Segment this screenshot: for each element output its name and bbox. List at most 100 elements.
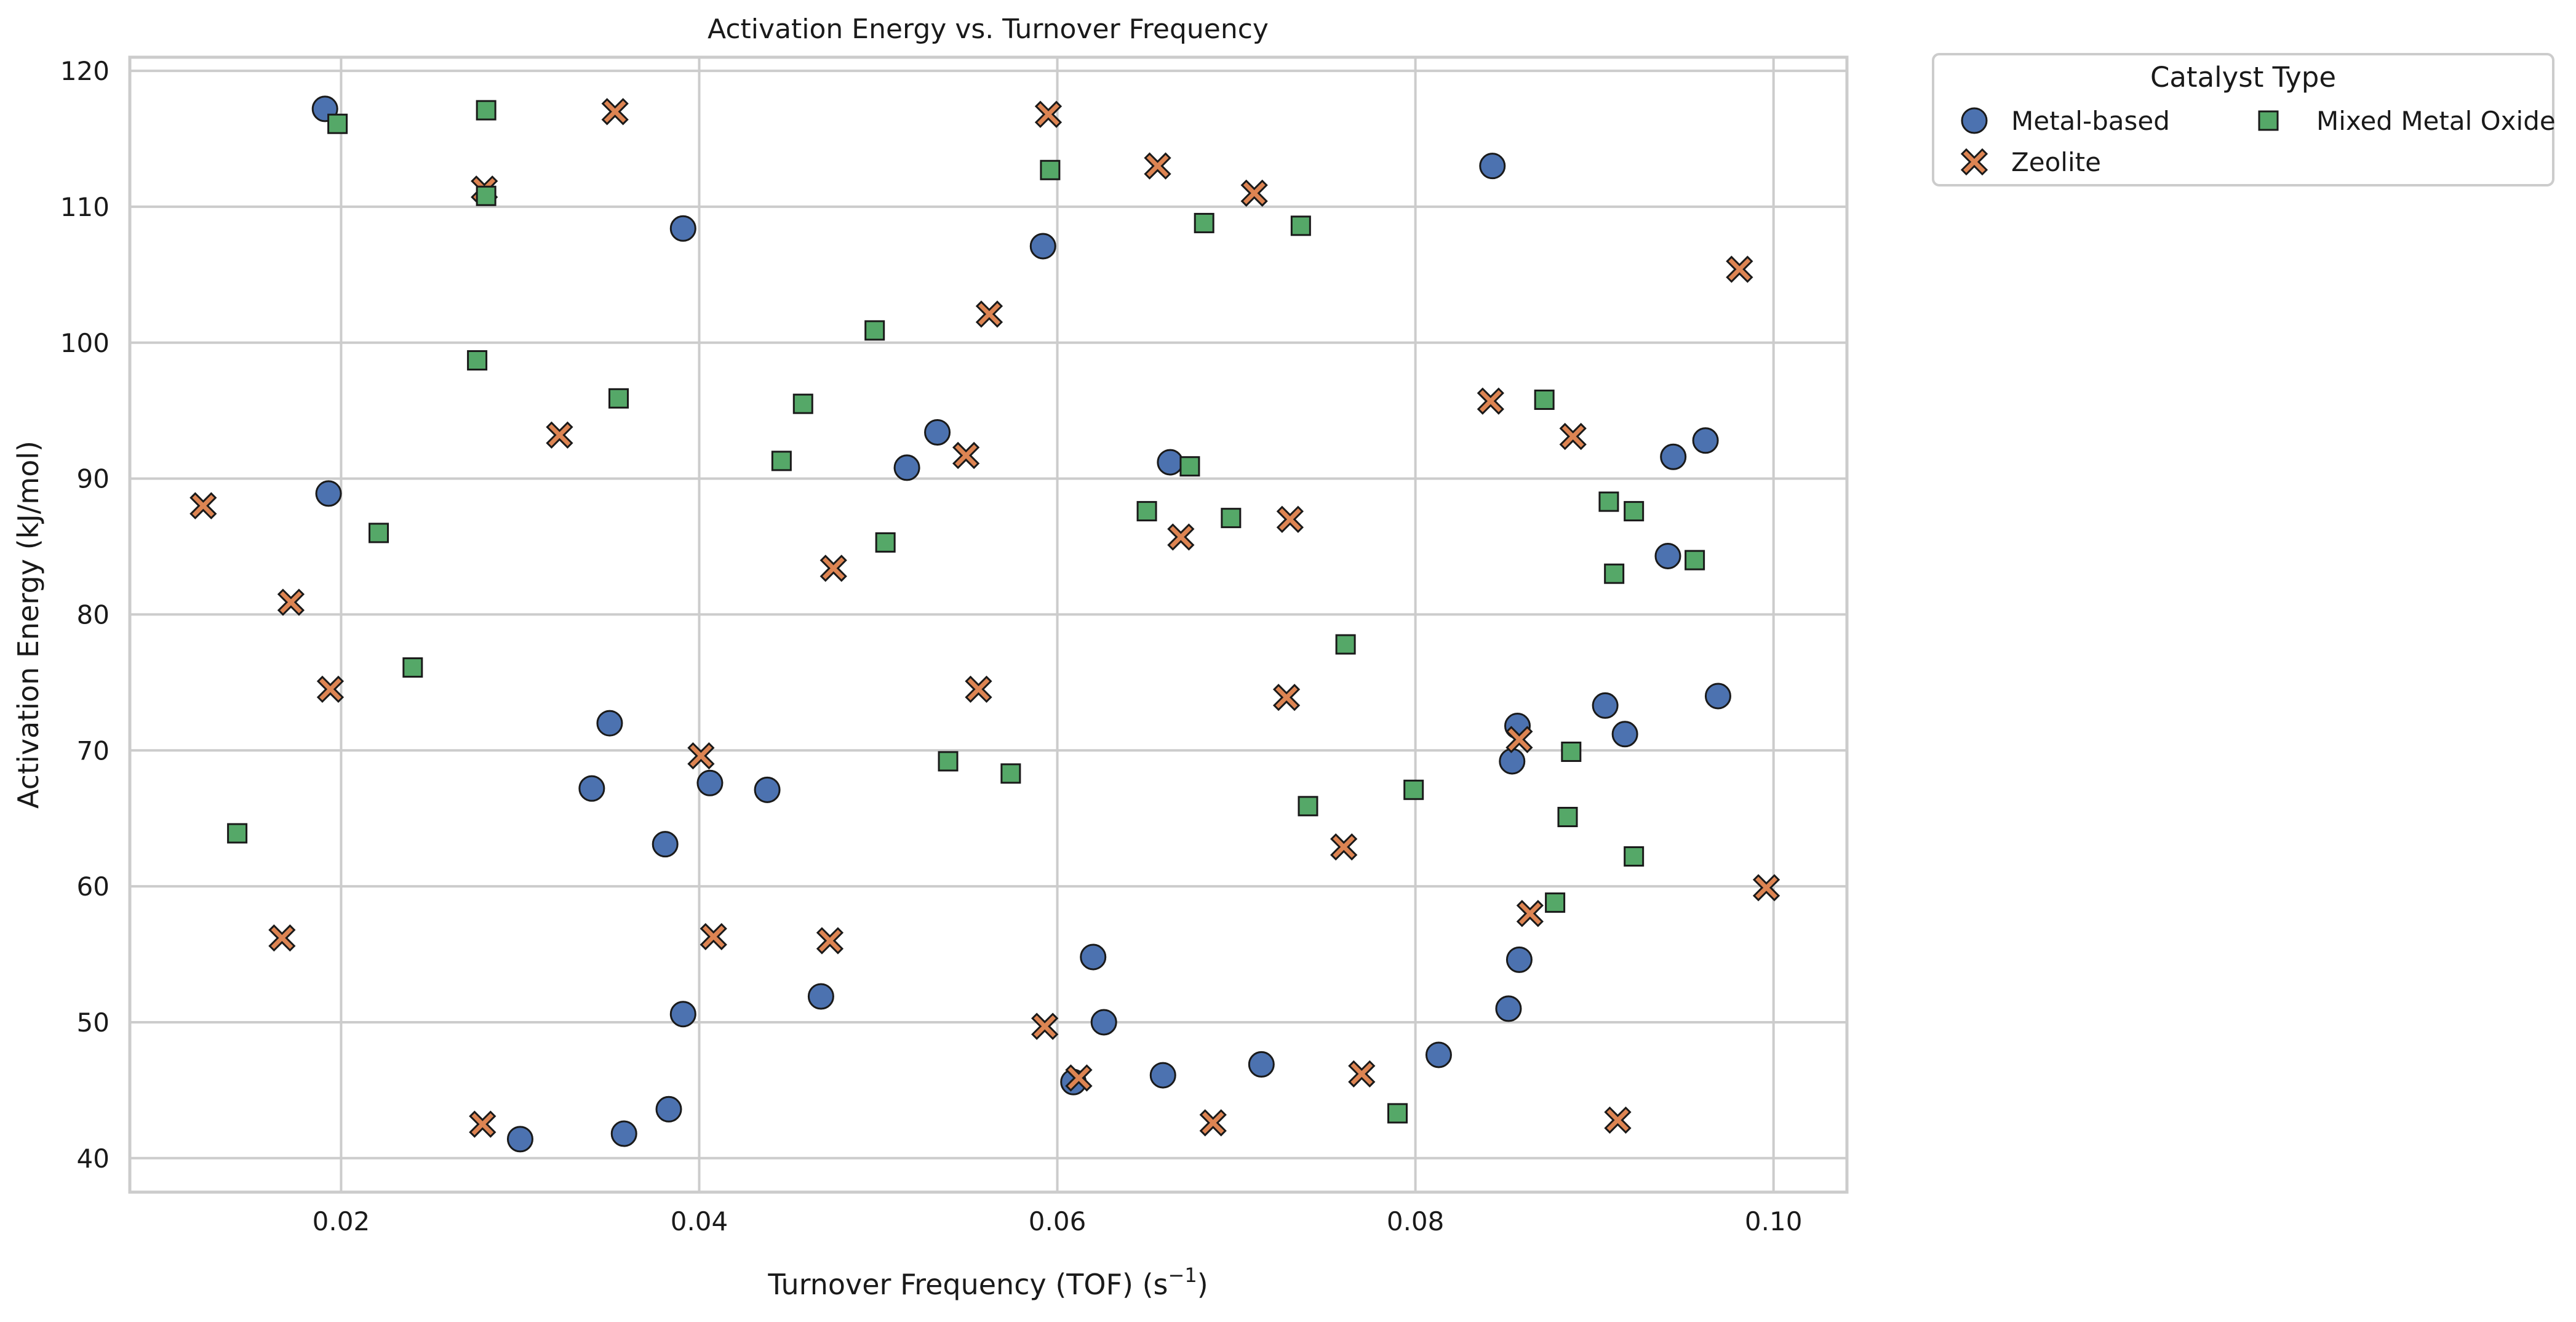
data-point-mixed-metal-oxide	[1685, 550, 1705, 571]
data-point-zeolite	[1559, 423, 1587, 451]
data-point-mixed-metal-oxide	[1545, 892, 1566, 913]
data-point-metal-based	[1660, 443, 1687, 470]
data-point-mixed-metal-oxide	[1598, 491, 1619, 512]
data-point-metal-based	[1505, 946, 1533, 973]
data-point-metal-based	[578, 775, 605, 802]
data-point-zeolite	[189, 492, 217, 519]
data-point-mixed-metal-oxide	[1040, 159, 1061, 180]
data-point-metal-based	[1090, 1009, 1117, 1036]
x-tick-label: 0.04	[671, 1206, 728, 1236]
data-point-mixed-metal-oxide	[1604, 563, 1625, 584]
data-point-mixed-metal-oxide	[792, 393, 813, 414]
x-axis-label-main: Turnover Frequency (TOF) (s	[767, 1268, 1168, 1301]
legend-marker-mixed-metal-oxide	[2258, 110, 2279, 131]
y-tick-label: 120	[60, 56, 110, 86]
data-point-mixed-metal-oxide	[1179, 456, 1200, 477]
chart-title: Activation Energy vs. Turnover Frequency	[708, 14, 1269, 45]
data-point-zeolite	[1199, 1109, 1227, 1137]
data-point-mixed-metal-oxide	[1194, 212, 1214, 233]
data-point-zeolite	[601, 98, 629, 126]
data-point-metal-based	[610, 1120, 637, 1147]
data-point-zeolite	[268, 924, 296, 952]
data-point-mixed-metal-oxide	[327, 113, 348, 134]
data-point-metal-based	[1080, 943, 1107, 971]
data-point-zeolite	[1276, 505, 1304, 533]
data-point-mixed-metal-oxide	[1000, 763, 1021, 784]
legend-label-zeolite: Zeolite	[2011, 147, 2101, 177]
data-point-zeolite	[952, 441, 980, 470]
data-point-mixed-metal-oxide	[938, 751, 959, 772]
data-point-metal-based	[1425, 1041, 1452, 1068]
data-point-mixed-metal-oxide	[476, 185, 496, 206]
data-point-mixed-metal-oxide	[1561, 741, 1582, 762]
data-point-mixed-metal-oxide	[864, 320, 885, 341]
y-tick-label: 100	[60, 328, 110, 358]
data-point-metal-based	[1149, 1062, 1176, 1089]
legend-label-mixed-metal-oxide: Mixed Metal Oxide	[2316, 106, 2556, 136]
x-axis-label-close: )	[1197, 1268, 1208, 1301]
data-point-metal-based	[1704, 683, 1731, 710]
x-tick-label: 0.02	[313, 1206, 370, 1236]
data-point-metal-based	[1654, 542, 1681, 569]
data-point-zeolite	[1348, 1060, 1376, 1088]
data-point-mixed-metal-oxide	[369, 523, 389, 543]
data-point-zeolite	[1065, 1064, 1093, 1092]
legend-label-metal-based: Metal-based	[2011, 106, 2170, 136]
data-point-zeolite	[1272, 684, 1301, 711]
data-point-mixed-metal-oxide	[476, 100, 496, 121]
data-point-mixed-metal-oxide	[1557, 806, 1578, 827]
data-point-zeolite	[1144, 152, 1171, 180]
data-point-metal-based	[893, 454, 920, 481]
legend: Catalyst Type Metal-based Zeolite Mixed Me…	[1932, 53, 2556, 186]
data-point-mixed-metal-oxide	[1387, 1103, 1408, 1124]
data-point-mixed-metal-oxide	[227, 823, 248, 844]
legend-items: Metal-based Zeolite Mixed Metal Oxide	[1960, 106, 2556, 177]
data-point-zeolite	[1031, 1012, 1059, 1040]
legend-marker-metal-based	[1961, 107, 1988, 134]
data-point-zeolite	[316, 675, 345, 703]
data-point-metal-based	[1692, 427, 1719, 454]
data-point-zeolite	[1752, 874, 1780, 902]
data-point-metal-based	[1029, 233, 1056, 260]
data-point-zeolite	[819, 555, 847, 582]
data-point-metal-based	[1499, 748, 1526, 775]
data-point-mixed-metal-oxide	[1624, 846, 1645, 867]
data-point-zeolite	[1477, 387, 1504, 415]
legend-title: Catalyst Type	[2150, 61, 2336, 94]
y-tick-label: 80	[77, 599, 110, 630]
data-point-metal-based	[1479, 153, 1506, 180]
data-point-metal-based	[669, 1001, 696, 1028]
data-point-metal-based	[1592, 692, 1619, 719]
data-point-zeolite	[1604, 1106, 1632, 1134]
x-tick-label: 0.08	[1387, 1206, 1445, 1236]
y-tick-label: 90	[77, 464, 110, 494]
data-points	[189, 95, 1780, 1153]
data-point-metal-based	[652, 831, 679, 858]
x-tick-label: 0.10	[1745, 1206, 1803, 1236]
data-point-mixed-metal-oxide	[1624, 501, 1645, 522]
y-tick-label: 70	[77, 735, 110, 766]
y-tick-label: 110	[60, 192, 110, 222]
data-point-mixed-metal-oxide	[1136, 501, 1157, 522]
data-point-mixed-metal-oxide	[467, 350, 488, 371]
data-point-mixed-metal-oxide	[608, 388, 629, 409]
data-point-zeolite	[700, 923, 727, 950]
data-point-zeolite	[1505, 726, 1533, 753]
y-tick-label: 50	[77, 1008, 110, 1038]
data-point-metal-based	[807, 983, 834, 1010]
plot-frame	[128, 55, 1849, 1194]
y-tick-label: 60	[77, 871, 110, 902]
data-point-metal-based	[669, 215, 696, 242]
data-point-zeolite	[975, 300, 1003, 328]
data-point-mixed-metal-oxide	[402, 657, 423, 678]
grid	[130, 57, 1847, 1192]
data-point-metal-based	[315, 480, 342, 507]
data-point-metal-based	[924, 419, 951, 446]
data-point-zeolite	[1034, 100, 1063, 128]
data-point-mixed-metal-oxide	[1403, 779, 1424, 800]
data-point-zeolite	[469, 1110, 496, 1138]
data-point-mixed-metal-oxide	[771, 451, 792, 471]
data-point-zeolite	[1167, 523, 1195, 551]
